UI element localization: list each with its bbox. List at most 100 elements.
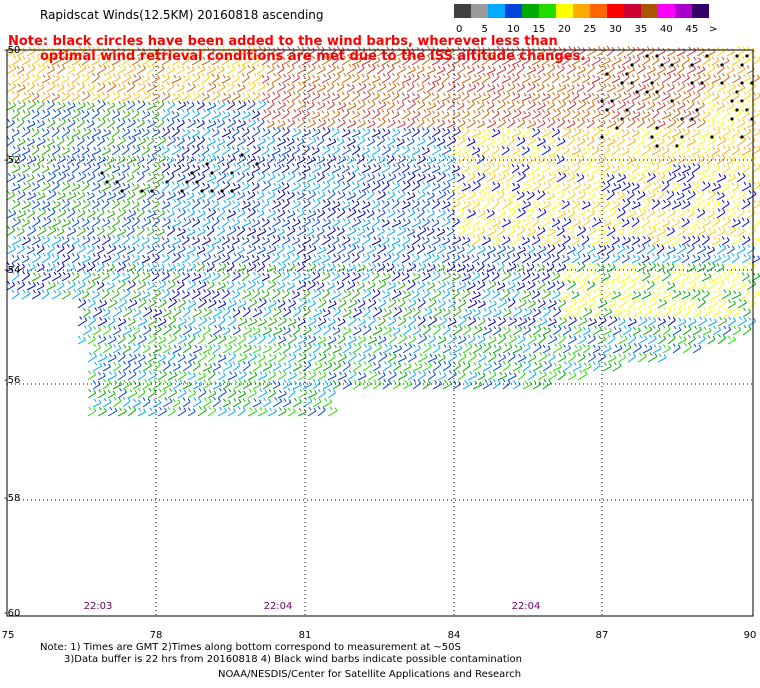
wind-barb bbox=[11, 254, 20, 264]
legend-swatch bbox=[522, 4, 539, 18]
wind-barb bbox=[326, 172, 335, 183]
wind-barb bbox=[87, 406, 97, 417]
wind-barb bbox=[631, 163, 640, 174]
wind-barb bbox=[527, 353, 537, 363]
wind-barb bbox=[331, 145, 341, 156]
wind-barb bbox=[306, 155, 316, 165]
wind-barb bbox=[76, 154, 85, 165]
wind-barb bbox=[286, 153, 295, 165]
wind-barb bbox=[477, 316, 486, 327]
wind-barb bbox=[396, 82, 405, 93]
wind-barb bbox=[142, 344, 151, 354]
wind-barb bbox=[176, 173, 186, 183]
wind-barb bbox=[646, 83, 655, 93]
wind-barb bbox=[161, 253, 170, 264]
wind-barb bbox=[566, 226, 575, 237]
wind-barb bbox=[591, 200, 601, 210]
wind-barb bbox=[676, 191, 685, 201]
wind-barb bbox=[606, 189, 615, 201]
wind-barb bbox=[361, 200, 371, 210]
wind-barb bbox=[97, 389, 107, 399]
wind-barb bbox=[706, 245, 716, 255]
wind-barb bbox=[362, 361, 372, 372]
wind-barb bbox=[436, 263, 446, 273]
wind-barb bbox=[626, 173, 637, 183]
wind-barb bbox=[441, 271, 452, 282]
wind-barb bbox=[226, 261, 235, 273]
wind-barb bbox=[641, 74, 651, 84]
wind-barb bbox=[332, 380, 341, 390]
wind-barb bbox=[561, 109, 571, 120]
wind-barb bbox=[346, 280, 356, 291]
wind-barb bbox=[641, 180, 651, 192]
wind-barb bbox=[516, 172, 526, 183]
wind-barb bbox=[381, 199, 390, 210]
wind-barb bbox=[417, 298, 426, 309]
wind-barb bbox=[492, 325, 502, 336]
wind-barb bbox=[132, 361, 142, 372]
wind-barb bbox=[111, 145, 121, 156]
wind-barb bbox=[312, 378, 321, 390]
wind-barb bbox=[206, 82, 217, 93]
wind-barb bbox=[92, 343, 101, 354]
wind-barb bbox=[317, 352, 327, 363]
wind-barb bbox=[222, 398, 231, 408]
wind-barb bbox=[481, 198, 490, 210]
wind-barb bbox=[542, 306, 552, 318]
wind-barb bbox=[576, 280, 586, 291]
wind-barb bbox=[111, 235, 121, 246]
wind-barb bbox=[126, 100, 136, 111]
wind-barb bbox=[407, 370, 417, 381]
wind-barb bbox=[232, 325, 241, 336]
wind-barb bbox=[342, 326, 352, 336]
quality-flag-dot bbox=[115, 180, 119, 184]
wind-barb bbox=[247, 407, 258, 417]
wind-barb bbox=[287, 317, 297, 327]
wind-barb bbox=[236, 100, 247, 111]
wind-barb bbox=[721, 236, 730, 246]
wind-barb bbox=[651, 290, 661, 300]
wind-barb bbox=[576, 83, 585, 93]
footer-note-2: 3)Data buffer is 22 hrs from 20160818 4)… bbox=[64, 654, 522, 665]
wind-barb bbox=[502, 343, 513, 354]
wind-barb bbox=[561, 182, 571, 192]
wind-barb bbox=[456, 154, 466, 165]
wind-barb bbox=[207, 316, 217, 327]
wind-barb bbox=[397, 333, 408, 345]
wind-barb bbox=[327, 388, 336, 399]
wind-barb bbox=[66, 173, 75, 183]
quality-flag-dot bbox=[730, 117, 734, 121]
wind-barb bbox=[251, 181, 260, 192]
wind-barb bbox=[732, 325, 742, 336]
wind-barb bbox=[611, 144, 621, 156]
wind-barb bbox=[261, 163, 271, 174]
wind-barb bbox=[362, 379, 372, 390]
wind-barb bbox=[747, 317, 757, 327]
wind-barb bbox=[527, 334, 537, 345]
legend-swatch bbox=[692, 4, 709, 18]
wind-barb bbox=[606, 226, 616, 237]
wind-barb bbox=[376, 262, 386, 273]
wind-barb bbox=[431, 271, 441, 282]
wind-barb bbox=[636, 262, 646, 273]
wind-barb bbox=[366, 244, 377, 255]
wind-barb bbox=[487, 335, 497, 345]
wind-barb bbox=[581, 289, 591, 300]
wind-barb bbox=[677, 299, 687, 309]
wind-barb bbox=[701, 234, 710, 246]
wind-barb bbox=[701, 128, 710, 138]
wind-barb bbox=[256, 227, 267, 237]
wind-barb bbox=[216, 262, 227, 273]
wind-barb bbox=[121, 145, 130, 156]
wind-barb bbox=[291, 55, 301, 66]
wind-barb bbox=[76, 226, 86, 237]
wind-barb bbox=[731, 128, 741, 138]
wind-barb bbox=[531, 252, 542, 264]
wind-barb bbox=[582, 343, 591, 354]
wind-barb bbox=[11, 109, 21, 120]
wind-barb bbox=[26, 173, 35, 183]
wind-barb bbox=[96, 136, 106, 147]
wind-barb bbox=[456, 245, 465, 255]
wind-barb bbox=[556, 190, 565, 201]
wind-barb bbox=[162, 360, 171, 372]
